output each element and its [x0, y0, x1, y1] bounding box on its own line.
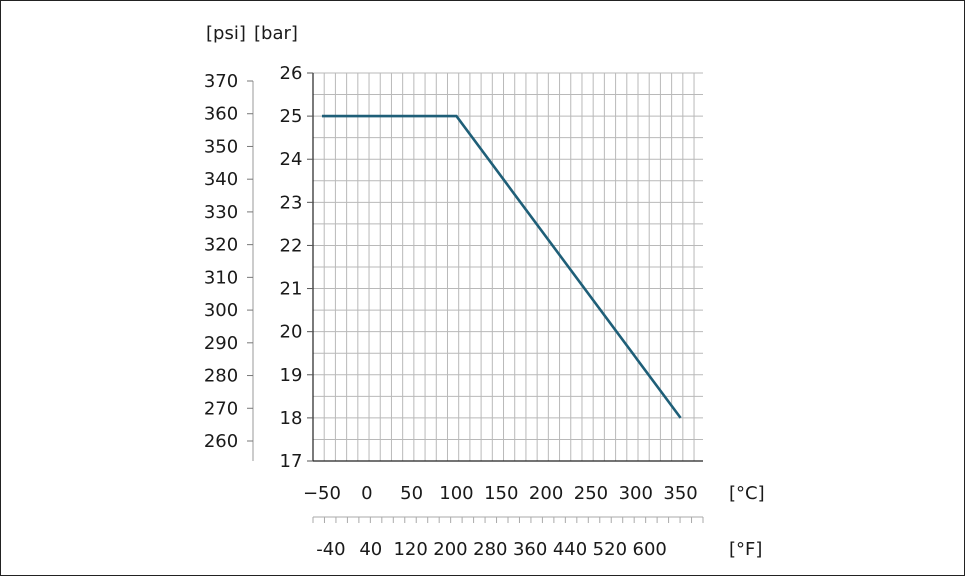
psi-tick-label: 370 — [204, 71, 238, 92]
psi-tick-label: 350 — [204, 136, 238, 157]
axes — [247, 72, 704, 523]
bar-tick-label: 17 — [280, 451, 303, 472]
series-layer — [321, 114, 682, 419]
fahrenheit-tick-label: 120 — [393, 539, 427, 560]
fahrenheit-unit-label: [°F] — [729, 539, 762, 560]
fahrenheit-tick-label: -40 — [316, 539, 345, 560]
fahrenheit-tick-label: 360 — [513, 539, 547, 560]
grid — [312, 72, 703, 462]
psi-tick-label: 300 — [204, 300, 238, 321]
bar-tick-label: 20 — [280, 322, 303, 343]
bar-tick-label: 21 — [280, 279, 303, 300]
fahrenheit-tick-label: 520 — [593, 539, 627, 560]
fahrenheit-tick-label: 200 — [433, 539, 467, 560]
psi-tick-label: 270 — [204, 398, 238, 419]
bar-tick-label: 18 — [280, 408, 303, 429]
psi-tick-label: 340 — [204, 169, 238, 190]
psi-unit-label: [psi] — [206, 23, 246, 44]
fahrenheit-tick-label: 280 — [473, 539, 507, 560]
celsius-tick-label: 350 — [663, 483, 697, 504]
psi-tick-label: 280 — [204, 366, 238, 387]
psi-tick-label: 310 — [204, 267, 238, 288]
psi-tick-label: 360 — [204, 104, 238, 125]
celsius-tick-label: 200 — [529, 483, 563, 504]
bar-tick-label: 19 — [280, 365, 303, 386]
tick-labels: 26 25 24 23 22 21 20 19 18 17 370 360 350 340 330 320 31… — [204, 63, 698, 560]
celsius-tick-label: −50 — [303, 483, 341, 504]
bar-tick-label: 23 — [280, 192, 303, 213]
psi-tick-label: 260 — [204, 431, 238, 452]
bar-unit-label: [bar] — [254, 23, 298, 44]
psi-tick-label: 330 — [204, 202, 238, 223]
celsius-tick-label: 300 — [619, 483, 653, 504]
psi-tick-label: 290 — [204, 333, 238, 354]
celsius-tick-label: 150 — [484, 483, 518, 504]
celsius-tick-label: 50 — [400, 483, 423, 504]
fahrenheit-tick-label: 600 — [633, 539, 667, 560]
celsius-tick-label: 0 — [361, 483, 372, 504]
bar-tick-label: 25 — [280, 106, 303, 127]
celsius-tick-label: 100 — [439, 483, 473, 504]
celsius-tick-label: 250 — [574, 483, 608, 504]
celsius-unit-label: [°C] — [729, 483, 765, 504]
fahrenheit-tick-label: 440 — [553, 539, 587, 560]
bar-tick-label: 22 — [280, 235, 303, 256]
bar-tick-label: 24 — [280, 149, 303, 170]
psi-tick-label: 320 — [204, 235, 238, 256]
bar-tick-label: 26 — [280, 63, 303, 84]
series-line — [321, 114, 682, 419]
fahrenheit-tick-label: 40 — [359, 539, 382, 560]
